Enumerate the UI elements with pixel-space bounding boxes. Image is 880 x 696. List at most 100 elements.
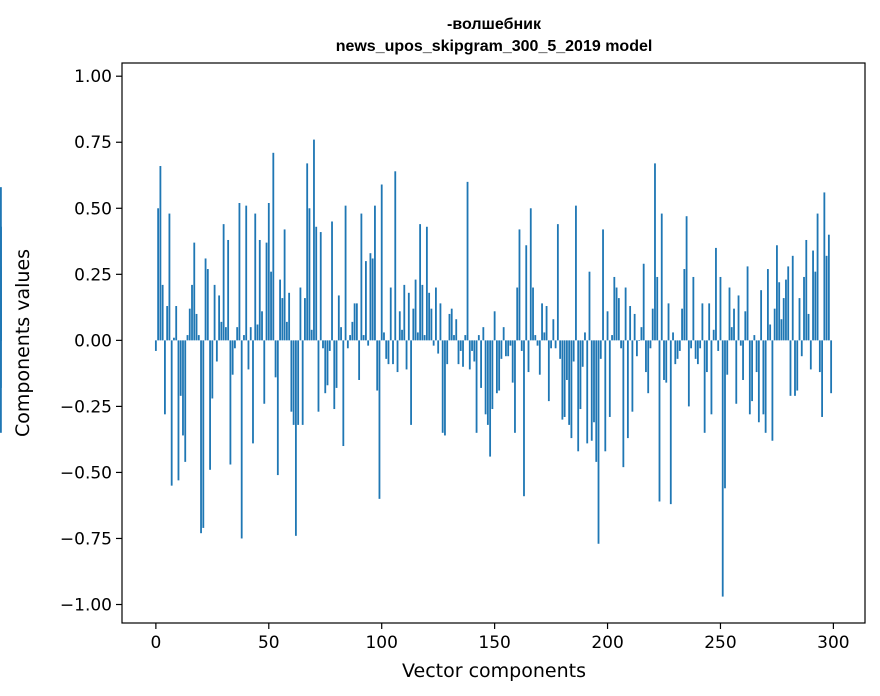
bar (186, 335, 189, 341)
bar (396, 340, 399, 373)
bar (620, 340, 622, 349)
bar (430, 308, 433, 341)
bar (193, 242, 196, 341)
bar (498, 340, 501, 391)
bar (274, 340, 277, 378)
bar (588, 271, 591, 341)
bar (708, 303, 711, 341)
bar (486, 340, 489, 425)
bar (215, 340, 218, 362)
bar (701, 303, 704, 341)
bar (294, 340, 297, 536)
bar (660, 213, 663, 341)
bar (626, 340, 629, 439)
bar (633, 313, 636, 341)
bar (168, 213, 171, 341)
bar (464, 335, 467, 341)
bar (200, 340, 202, 534)
bar (776, 245, 778, 341)
bar (220, 321, 223, 341)
bar (394, 171, 397, 341)
bar (502, 327, 505, 341)
bar (730, 327, 733, 341)
bar (742, 340, 744, 380)
bar (769, 324, 772, 341)
bar (807, 313, 810, 341)
bar (324, 340, 327, 394)
bar (263, 340, 266, 404)
bar (272, 152, 275, 341)
bar (495, 340, 498, 394)
bar (796, 340, 799, 391)
bar (617, 298, 620, 341)
bar (154, 340, 157, 351)
bar (645, 340, 647, 373)
bar (757, 340, 760, 423)
bar (604, 340, 607, 452)
bar (281, 298, 284, 341)
bar (468, 340, 471, 370)
bar (159, 166, 162, 341)
bar (683, 269, 686, 341)
bar (446, 340, 449, 365)
bar (0, 340, 2, 388)
bar (179, 340, 182, 396)
x-axis-label: Vector components (402, 660, 586, 682)
bar (351, 321, 354, 341)
bar (283, 229, 286, 341)
bar (570, 340, 573, 439)
bar (654, 163, 656, 341)
bar (514, 340, 516, 433)
bar (771, 340, 774, 441)
bar (202, 340, 205, 528)
bar (365, 261, 367, 341)
y-tick-label: 0.75 (74, 133, 112, 153)
bar (798, 298, 801, 341)
bar (674, 340, 677, 365)
bar (306, 163, 309, 341)
bar (342, 340, 345, 447)
bar (369, 253, 372, 341)
bar (638, 340, 641, 341)
bar (489, 340, 492, 457)
bar (780, 319, 783, 341)
bar (313, 139, 315, 341)
y-axis-label: Components values (12, 249, 34, 437)
bar (435, 287, 437, 341)
bar (595, 340, 598, 462)
bar (164, 340, 166, 415)
bar (690, 340, 693, 349)
bar (821, 340, 823, 417)
bar (561, 340, 564, 420)
bar (346, 340, 349, 349)
bar (538, 340, 541, 375)
bar (593, 340, 595, 423)
bar (818, 340, 821, 373)
bar (608, 340, 611, 417)
bar (371, 258, 374, 341)
bar (317, 340, 320, 412)
bar (245, 205, 248, 341)
bar (507, 340, 510, 357)
bar (227, 239, 230, 341)
bar (209, 340, 211, 470)
bar (746, 266, 749, 341)
bar (565, 340, 568, 380)
bar (800, 340, 803, 357)
bar (706, 340, 708, 373)
bar (211, 340, 214, 399)
bar (304, 298, 306, 341)
bar (789, 340, 792, 396)
bar (827, 234, 830, 341)
bar (385, 340, 388, 359)
bar (238, 203, 241, 341)
bar (667, 303, 670, 341)
bar (480, 340, 482, 388)
bar (448, 313, 451, 341)
bar (340, 327, 342, 341)
bar (195, 313, 198, 341)
bar (288, 292, 291, 341)
bar (254, 213, 257, 341)
bar (678, 340, 681, 351)
x-tick-label: 300 (817, 633, 849, 653)
